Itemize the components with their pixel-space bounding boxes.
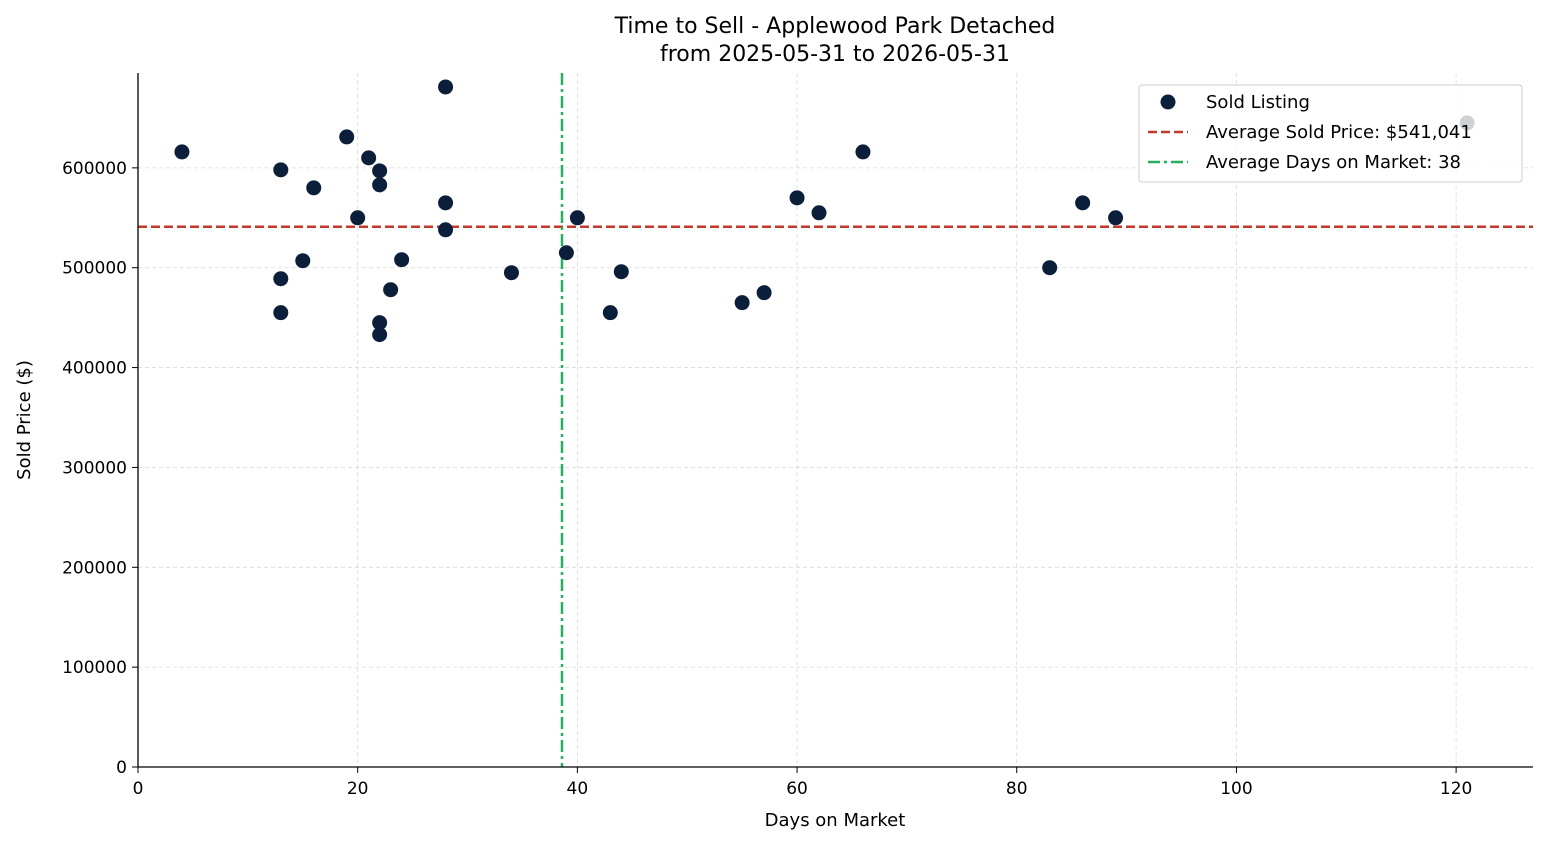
data-point (602, 305, 618, 321)
data-point (174, 144, 190, 160)
data-point (306, 180, 322, 196)
y-tick-label: 100000 (62, 658, 127, 678)
data-point (613, 264, 629, 280)
legend-marker-sold-listing (1160, 94, 1176, 110)
data-point (438, 79, 454, 95)
data-point (503, 265, 519, 281)
data-point (811, 205, 827, 221)
data-point (273, 162, 289, 178)
data-point (394, 252, 410, 268)
data-point (1042, 260, 1058, 276)
x-tick-label: 120 (1440, 779, 1472, 799)
data-point (438, 195, 454, 211)
y-tick-label: 600000 (62, 159, 127, 179)
data-point (789, 190, 805, 206)
y-axis-label: Sold Price ($) (14, 360, 35, 480)
data-point (372, 315, 388, 331)
legend-label-sold-listing: Sold Listing (1206, 92, 1310, 113)
x-tick-label: 60 (786, 779, 808, 799)
x-tick-label: 40 (567, 779, 589, 799)
tick-labels: 0 20 40 60 80 100 120 0 100000 200000 300000 400000… (62, 159, 1472, 799)
data-point (734, 295, 750, 311)
data-point (438, 222, 454, 238)
data-point (1075, 195, 1091, 211)
data-point (756, 285, 772, 301)
legend-label-average-price: Average Sold Price: $541,041 (1206, 122, 1472, 143)
data-points (174, 79, 1475, 343)
data-point (339, 129, 355, 145)
data-point (855, 144, 871, 160)
data-point (273, 271, 289, 287)
x-tick-label: 100 (1220, 779, 1252, 799)
x-axis-label: Days on Market (765, 810, 906, 831)
data-point (372, 163, 388, 179)
chart-title-line2: from 2025-05-31 to 2026-05-31 (660, 42, 1010, 67)
data-point (372, 177, 388, 193)
axes (132, 73, 1533, 773)
data-point (569, 210, 585, 226)
y-tick-label: 400000 (62, 359, 127, 379)
y-tick-label: 0 (116, 758, 127, 778)
data-point (361, 150, 377, 166)
data-point (295, 253, 311, 269)
x-tick-label: 80 (1006, 779, 1028, 799)
legend-box (1138, 84, 1523, 183)
x-tick-label: 0 (133, 779, 144, 799)
chart-title-line1: Time to Sell - Applewood Park Detached (614, 14, 1056, 39)
x-tick-label: 20 (347, 779, 369, 799)
reference-lines (138, 73, 1533, 767)
data-point (273, 305, 289, 321)
data-point (383, 282, 399, 298)
y-tick-label: 300000 (62, 458, 127, 478)
data-point (372, 327, 388, 343)
legend-label-average-days: Average Days on Market: 38 (1206, 152, 1461, 173)
data-point (1108, 210, 1124, 226)
y-tick-label: 500000 (62, 259, 127, 279)
data-point (350, 210, 366, 226)
legend: Sold Listing Average Sold Price: $541,04… (1138, 84, 1523, 183)
data-point (558, 245, 574, 261)
y-tick-label: 200000 (62, 558, 127, 578)
